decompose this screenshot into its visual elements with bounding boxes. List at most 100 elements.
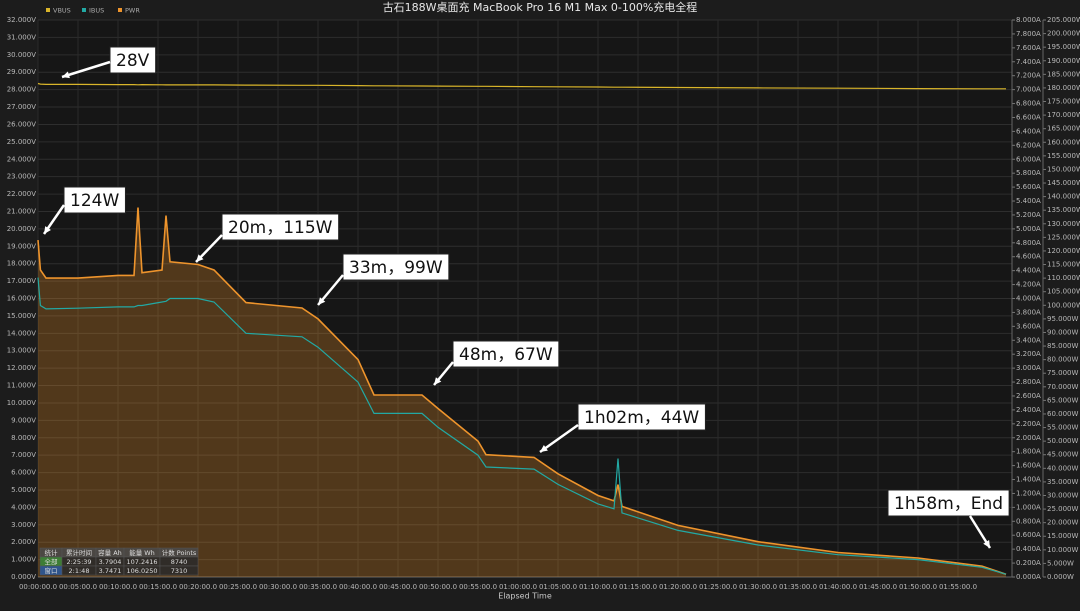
x-tick-label: 01:15:00.0: [619, 583, 657, 591]
y2-tick-label: 5.200A: [1016, 211, 1041, 219]
y3-tick-label: 45.000W: [1047, 451, 1078, 459]
table-text: 2:1:48: [69, 567, 90, 575]
y3-tick-label: 50.000W: [1047, 437, 1078, 445]
table-text: 7310: [171, 567, 188, 575]
y3-tick-label: 90.000W: [1047, 328, 1078, 336]
y3-tick-label: 185.000W: [1047, 70, 1080, 78]
y-tick-label: 23.000V: [7, 173, 36, 181]
y-tick-label: 18.000V: [7, 260, 36, 268]
line: [37, 277, 1007, 575]
y2-tick-label: 2.800A: [1016, 378, 1041, 386]
x-tick-label: 01:40:00.0: [819, 583, 857, 591]
annotation-box: [63, 186, 126, 214]
y2-tick-label: 3.400A: [1016, 336, 1041, 344]
y2-tick-label: 4.600A: [1016, 253, 1041, 261]
y2-tick-label: 4.800A: [1016, 239, 1041, 247]
legend-swatch: [82, 8, 86, 12]
table-text: 窗口: [45, 566, 58, 575]
y3-tick-label: 75.000W: [1047, 369, 1078, 377]
y2-tick-label: 2.000A: [1016, 434, 1041, 442]
y2-tick-label: 0.600A: [1016, 531, 1041, 539]
arrow-head: [540, 444, 548, 452]
x-tick-label: 01:35:00.0: [779, 583, 817, 591]
y-tick-label: 32.000V: [7, 16, 36, 24]
table-text: 容量 Ah: [98, 548, 122, 557]
y3-tick-label: 115.000W: [1047, 261, 1080, 269]
y2-tick-label: 2.400A: [1016, 406, 1041, 414]
y-tick-label: 16.000V: [7, 295, 36, 303]
y2-tick-label: 6.400A: [1016, 127, 1041, 135]
table-text: 106.0250: [126, 567, 157, 575]
y3-tick-label: 70.000W: [1047, 383, 1078, 391]
annotation-text: 124W: [70, 191, 119, 211]
legend-label: VBUS: [53, 7, 71, 15]
y3-tick-label: 60.000W: [1047, 410, 1078, 418]
y3-tick-label: 85.000W: [1047, 342, 1078, 350]
y2-tick-label: 0.400A: [1016, 545, 1041, 553]
y-tick-label: 14.000V: [7, 329, 36, 337]
x-tick-label: 00:45:00.0: [379, 583, 417, 591]
x-tick-label: 01:00:00.0: [499, 583, 537, 591]
y2-tick-label: 7.200A: [1016, 72, 1041, 80]
y3-tick-label: 155.000W: [1047, 152, 1080, 160]
y2-tick-label: 2.200A: [1016, 420, 1041, 428]
y3-tick-label: 195.000W: [1047, 43, 1080, 51]
y-tick-label: 21.000V: [7, 207, 36, 215]
y-tick-label: 31.000V: [7, 33, 36, 41]
y3-tick-label: 110.000W: [1047, 274, 1080, 282]
x-tick-label: 01:55:00.0: [939, 583, 977, 591]
y2-tick-label: 4.000A: [1016, 295, 1041, 303]
y3-tick-label: 135.000W: [1047, 206, 1080, 214]
y3-tick-label: 65.000W: [1047, 396, 1078, 404]
legend-swatch: [46, 8, 50, 12]
y-tick-label: 26.000V: [7, 120, 36, 128]
y3-tick-label: 200.000W: [1047, 30, 1080, 38]
x-tick-label: 00:10:00.0: [99, 583, 137, 591]
table-text: 计数 Points: [162, 548, 197, 557]
y3-tick-label: 15.000W: [1047, 532, 1078, 540]
legend-label: IBUS: [89, 7, 104, 15]
y-tick-label: 13.000V: [7, 347, 36, 355]
annotation-arrow: [61, 60, 111, 79]
y-tick-label: 20.000V: [7, 225, 36, 233]
y3-tick-label: 20.000W: [1047, 519, 1078, 527]
x-tick-label: 00:20:00.0: [179, 583, 217, 591]
x-tick-label: 01:45:00.0: [859, 583, 897, 591]
y2-tick-label: 1.600A: [1016, 462, 1041, 470]
x-tick-label: 01:30:00.0: [739, 583, 777, 591]
y3-tick-label: 80.000W: [1047, 356, 1078, 364]
y2-tick-label: 6.000A: [1016, 155, 1041, 163]
y3-tick-label: 205.000W: [1047, 16, 1080, 24]
y3-tick-label: 30.000W: [1047, 491, 1078, 499]
x-tick-label: 00:05:00.0: [59, 583, 97, 591]
table-text: 累计时间: [66, 548, 92, 557]
y-tick-label: 9.000V: [11, 416, 36, 424]
y-tick-label: 27.000V: [7, 103, 36, 111]
y-tick-label: 17.000V: [7, 277, 36, 285]
table-text: 2:25:39: [66, 558, 91, 566]
y3-tick-label: 160.000W: [1047, 138, 1080, 146]
table-cell: [159, 565, 199, 576]
y-tick-label: 24.000V: [7, 155, 36, 163]
y2-tick-label: 0.200A: [1016, 559, 1041, 567]
x-tick-label: 00:55:00.0: [459, 583, 497, 591]
line: [37, 207, 1007, 576]
y-tick-label: 6.000V: [11, 469, 36, 477]
annotation-box: [452, 340, 560, 368]
annotation-text: 1h02m，44W: [584, 408, 699, 428]
y-tick-label: 8.000V: [11, 434, 36, 442]
y2-tick-label: 7.400A: [1016, 58, 1041, 66]
y2-tick-label: 1.800A: [1016, 448, 1041, 456]
y-tick-label: 2.000V: [11, 538, 36, 546]
x-tick-label: 01:50:00.0: [899, 583, 937, 591]
y-tick-label: 7.000V: [11, 451, 36, 459]
y-tick-label: 1.000V: [11, 556, 36, 564]
y3-tick-label: 105.000W: [1047, 288, 1080, 296]
y-tick-label: 11.000V: [7, 382, 36, 390]
y2-tick-label: 6.200A: [1016, 141, 1041, 149]
annotation-box: [109, 46, 157, 74]
y-tick-label: 29.000V: [7, 68, 36, 76]
legend-label: PWR: [125, 7, 140, 15]
table-text: 统计: [45, 548, 59, 557]
